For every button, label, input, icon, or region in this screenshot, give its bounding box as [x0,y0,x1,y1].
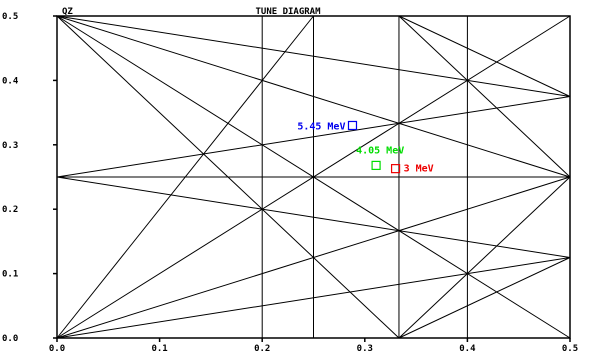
y-tick-label: 0.1 [2,270,18,280]
resonance-line-11 [56,15,400,339]
resonance-lines [56,15,571,339]
point-label-5-45-mev: 5.45 MeV [297,121,345,132]
resonance-line-16 [398,257,571,339]
plot-frame [56,15,571,339]
resonance-line-18 [398,15,571,97]
point-label-4-05-mev: 4.05 MeV [356,145,404,156]
point-marker-4-05-mev [371,160,381,171]
x-tick-label: 0.4 [459,344,476,352]
y-tick-label: 0.2 [2,205,18,215]
resonance-line-10 [56,15,571,97]
resonance-line-15 [398,176,571,339]
resonance-line-9 [56,15,571,178]
point-marker-5-45-mev [347,120,358,131]
x-axis: 0.0 0.1 0.2 0.3 0.4 0.5 [49,338,578,352]
y-tick-label: 0.5 [2,12,18,22]
point-label-3-mev: 3 MeV [404,164,434,175]
point-marker-3-mev [390,164,401,174]
y-tick-label: 0.4 [2,76,19,86]
x-tick-label: 0.0 [49,344,65,352]
chart-title: TUNE DIAGRAM [255,7,321,17]
resonance-line-17 [398,15,571,178]
resonance-line-7 [56,257,571,339]
resonance-line-14 [56,15,314,339]
resonance-line-8 [56,15,571,339]
resonance-line-12 [56,96,571,178]
y-tick-label: 0.3 [2,141,18,151]
x-tick-label: 0.1 [151,344,167,352]
y-axis: 0.0 0.1 0.2 0.3 0.4 0.5 [2,12,57,344]
y-tick-label: 0.0 [2,334,18,344]
x-tick-label: 0.3 [357,344,373,352]
x-tick-label: 0.5 [562,344,578,352]
x-tick-label: 0.2 [254,344,270,352]
corner-label: QZ [62,7,73,17]
resonance-line-13 [56,176,571,258]
